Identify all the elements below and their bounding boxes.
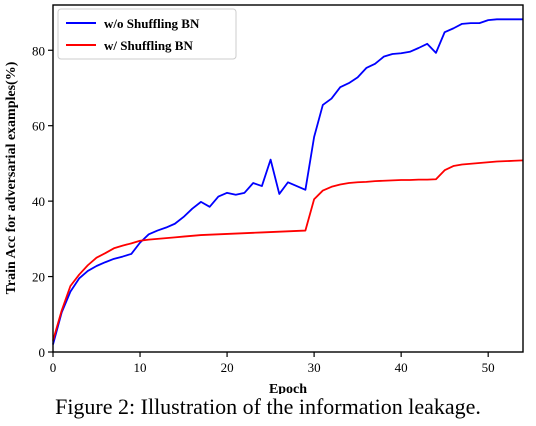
x-axis-ticks: 0 10 20 30 40 50	[50, 352, 495, 375]
legend-label-1: w/ Shuffling BN	[104, 38, 193, 53]
x-tick-label: 40	[395, 360, 408, 375]
legend-box	[57, 8, 237, 60]
x-axis-label: Epoch	[269, 382, 307, 394]
figure-caption: Figure 2: Illustration of the informatio…	[55, 394, 481, 419]
y-tick-label: 80	[32, 43, 45, 58]
x-tick-label: 50	[482, 360, 495, 375]
series-layer	[52, 18, 524, 345]
x-tick-label: 0	[50, 360, 57, 375]
y-tick-label: 60	[32, 119, 45, 134]
y-tick-label: 40	[32, 194, 45, 209]
x-tick-label: 30	[308, 360, 321, 375]
line-chart: 0 10 20 30 40 50 0 20 40 60 80 Epoch Train Acc fo…	[4, 4, 524, 397]
series-line-0	[52, 18, 523, 345]
x-tick-label: 10	[134, 360, 147, 375]
legend: w/o Shuffling BN w/ Shuffling BN	[57, 8, 237, 60]
x-tick-label: 20	[221, 360, 234, 375]
y-tick-label: 20	[32, 270, 45, 285]
legend-label-0: w/o Shuffling BN	[104, 16, 200, 31]
y-tick-label: 0	[39, 345, 46, 360]
y-axis-ticks: 0 20 40 60 80	[32, 43, 53, 360]
y-axis-label: Train Acc for adversarial examples(%)	[4, 61, 19, 294]
plot-frame	[52, 4, 524, 353]
series-line-1	[52, 159, 524, 341]
